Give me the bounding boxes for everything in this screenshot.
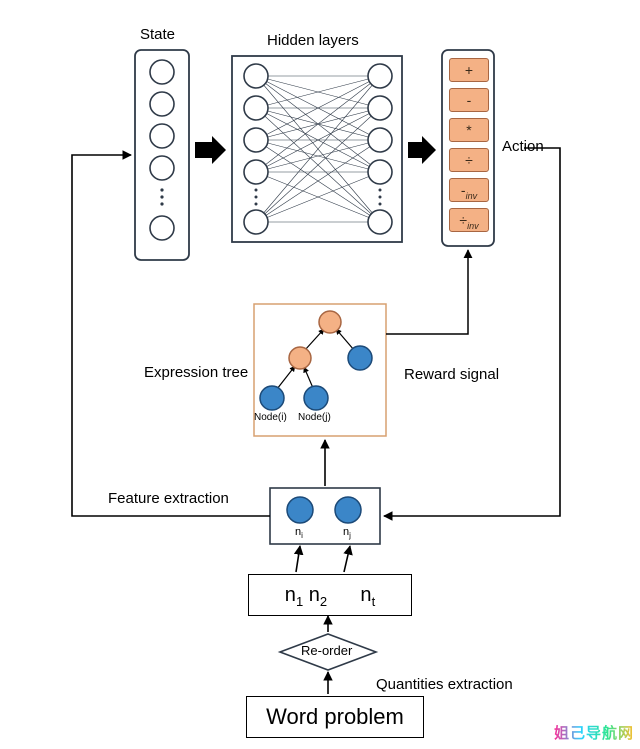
action-op-5: ÷inv [449,208,489,232]
quantities-label: Quantities extraction [376,676,513,693]
word-problem-box: Word problem [246,696,424,738]
action-op-1: - [449,88,489,112]
action-label: Action [502,138,544,155]
expr-tree-label: Expression tree [144,364,248,381]
hidden-label: Hidden layers [267,32,359,49]
reorder-label: Re-order [301,643,352,658]
action-op-4: -inv [449,178,489,202]
action-op-3: ÷ [449,148,489,172]
state-label: State [140,26,175,43]
sequence-box: n1 n2 nt [248,574,412,616]
action-op-0: + [449,58,489,82]
reward-label: Reward signal [404,366,499,383]
feature-label: Feature extraction [108,490,229,507]
action-op-2: * [449,118,489,142]
watermark-text: 姐己导航网 [554,722,634,743]
diagram-svg [0,0,640,749]
